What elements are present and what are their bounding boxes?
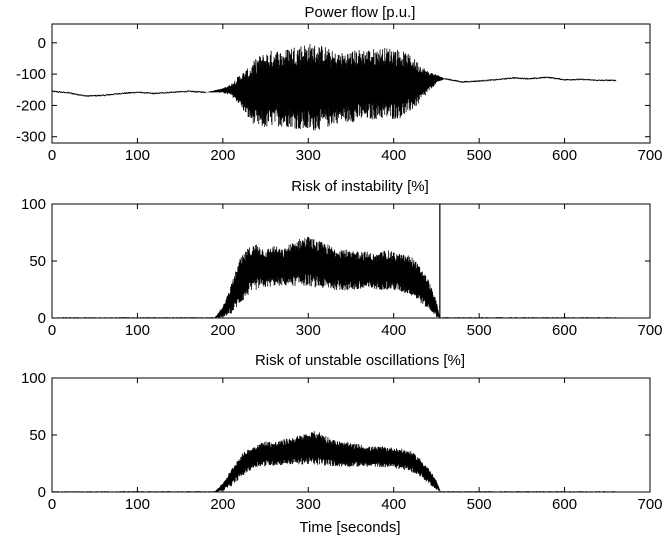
risk-of-unstable-oscillations-x-tick-label: 700	[637, 496, 662, 513]
risk-of-unstable-oscillations-axes-frame	[51, 377, 651, 493]
power-flow-y-tick-label: -200	[16, 97, 46, 114]
risk-of-unstable-oscillations-y-tick-label: 50	[29, 427, 46, 444]
power-flow-y-tick-label: 0	[38, 35, 46, 52]
power-flow-x-tick-label: 700	[637, 147, 662, 164]
risk-of-unstable-oscillations-x-tick-label: 200	[210, 496, 235, 513]
risk-of-instability-x-tick-label: 600	[552, 322, 577, 339]
risk-of-instability-x-tick-label: 500	[467, 322, 492, 339]
risk-of-unstable-oscillations-x-tick-label: 0	[48, 496, 56, 513]
risk-of-instability-panel: Risk of instability [%] 0 100 200 300 400 500…	[21, 178, 663, 339]
risk-of-unstable-oscillations-title: Risk of unstable oscillations [%]	[255, 352, 465, 369]
risk-of-unstable-oscillations-y-tick-label: 0	[38, 484, 46, 501]
power-flow-y-tick-label: -300	[16, 129, 46, 146]
risk-of-unstable-oscillations-x-tick-label: 100	[125, 496, 150, 513]
risk-of-unstable-oscillations-x-tick-label: 300	[296, 496, 321, 513]
risk-of-unstable-oscillations-x-tick-label: 600	[552, 496, 577, 513]
power-flow-x-tick-label: 0	[48, 147, 56, 164]
risk-of-instability-x-tick-label: 300	[296, 322, 321, 339]
power-flow-series-0	[52, 44, 617, 131]
risk-of-instability-y-tick-label: 0	[38, 310, 46, 327]
risk-of-instability-x-tick-label: 100	[125, 322, 150, 339]
risk-of-unstable-oscillations-x-tick-label: 500	[467, 496, 492, 513]
power-flow-x-tick-label: 600	[552, 147, 577, 164]
power-flow-title: Power flow [p.u.]	[305, 4, 416, 21]
power-flow-x-tick-label: 100	[125, 147, 150, 164]
power-flow-x-tick-label: 200	[210, 147, 235, 164]
power-flow-y-tick-label: -100	[16, 66, 46, 83]
risk-of-unstable-oscillations-panel: Risk of unstable oscillations [%] Time […	[21, 352, 663, 536]
risk-of-instability-title: Risk of instability [%]	[291, 178, 429, 195]
time-axis-label: Time [seconds]	[299, 519, 400, 536]
power-flow-x-tick-label: 400	[381, 147, 406, 164]
risk-of-instability-series-0	[52, 236, 617, 318]
risk-of-instability-x-tick-label: 200	[210, 322, 235, 339]
risk-of-instability-x-tick-label: 0	[48, 322, 56, 339]
risk-of-unstable-oscillations-series-0	[52, 431, 617, 492]
risk-of-instability-y-tick-label: 100	[21, 196, 46, 213]
power-flow-x-tick-label: 500	[467, 147, 492, 164]
power-flow-x-tick-label: 300	[296, 147, 321, 164]
power-flow-panel: Power flow [p.u.] 0 100 200 300 400 500 600 700…	[16, 4, 663, 164]
risk-of-unstable-oscillations-x-tick-label: 400	[381, 496, 406, 513]
risk-of-instability-x-tick-label: 400	[381, 322, 406, 339]
risk-of-instability-x-tick-label: 700	[637, 322, 662, 339]
risk-of-instability-y-tick-label: 50	[29, 253, 46, 270]
risk-of-unstable-oscillations-y-tick-label: 100	[21, 370, 46, 387]
power-flow-axes-frame	[51, 23, 651, 144]
